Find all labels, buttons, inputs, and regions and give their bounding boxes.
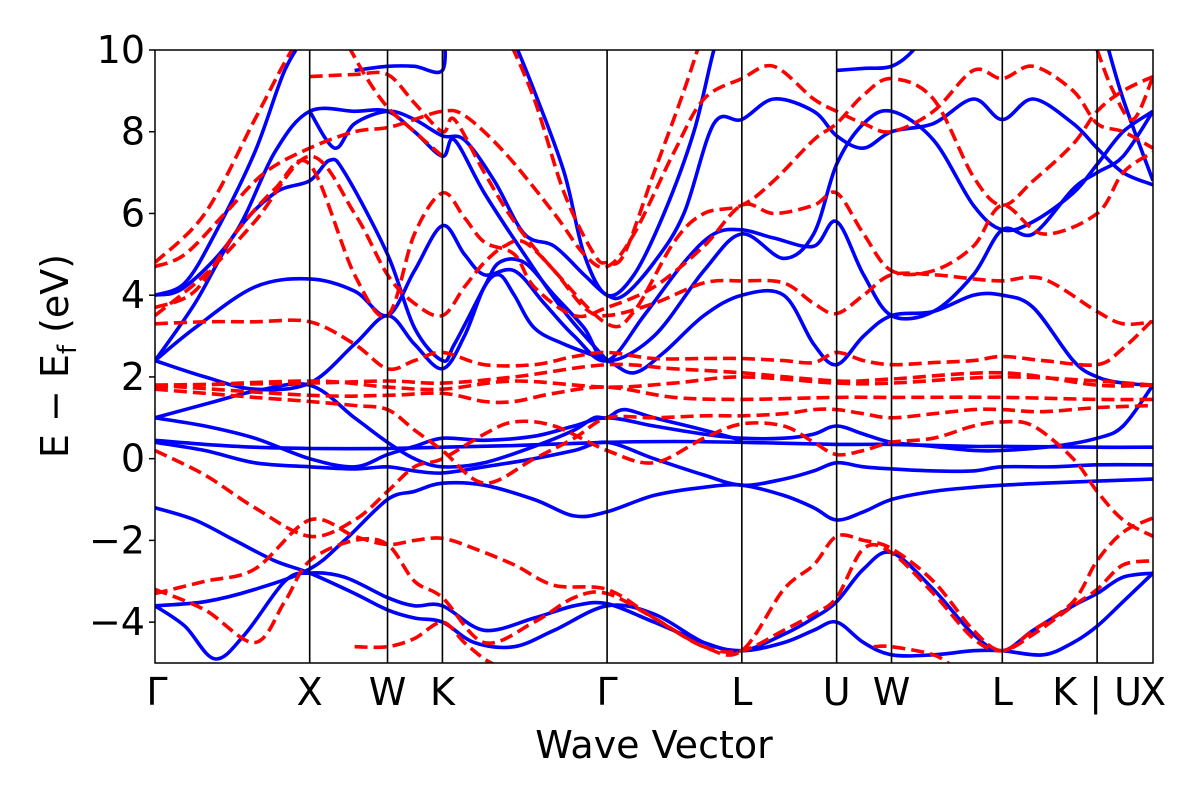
spin-up-band-1: [155, 505, 1153, 658]
spin-down-band-18: [155, 387, 1153, 486]
y-axis-label-unit: (eV): [33, 254, 77, 333]
x-tick-label-0: Γ: [146, 670, 167, 714]
x-tick-label-10: X: [1140, 670, 1166, 714]
spin-down-band-26: [155, 50, 294, 264]
spin-down-band-19: [155, 375, 1153, 392]
y-tick-label-3: 2: [121, 355, 145, 399]
x-tick-label-1: X: [297, 670, 323, 714]
y-axis-label: E − Ef (eV): [33, 254, 83, 458]
spin-up-band-2: [155, 477, 1153, 608]
spin-up-band-3: [155, 440, 1153, 488]
y-tick-label-2: 0: [121, 437, 145, 481]
spin-down-band-29: [155, 516, 1153, 657]
spin-up-band-16: [1106, 50, 1153, 182]
spin-down-band-22: [155, 318, 1153, 372]
spin-down-band-34: [1095, 50, 1153, 122]
y-tick-label-1: −2: [89, 518, 145, 562]
spin-down-band-31: [873, 644, 952, 663]
y-axis-label-main: E − E: [33, 354, 77, 458]
spin-down-band-28: [155, 536, 1153, 654]
y-axis: −4 −2 0 2 4 6 8 10: [89, 28, 155, 644]
x-tick-label-8: L: [992, 670, 1013, 714]
high-symmetry-lines: [308, 50, 1098, 663]
spin-down-band-24: [155, 150, 1153, 319]
spin-down-band-17: [155, 419, 1153, 539]
x-tick-label-2: W: [369, 670, 407, 714]
x-tick-label-6: U: [823, 670, 851, 714]
x-tick-label-3: K: [430, 670, 456, 714]
y-tick-label-7: 10: [97, 28, 145, 72]
spin-down-band-32: [348, 50, 444, 158]
y-axis-label-subscript: f: [53, 344, 83, 354]
y-tick-label-4: 4: [121, 273, 145, 317]
y-tick-label-0: −4: [89, 600, 145, 644]
x-tick-label-4: Γ: [597, 670, 618, 714]
spin-up-band-12: [308, 97, 1153, 301]
spin-up-band-11: [155, 50, 298, 297]
x-tick-label-5: L: [731, 670, 752, 714]
y-tick-label-5: 6: [121, 191, 145, 235]
x-tick-label-9: K | U: [1052, 670, 1142, 715]
spin-up-band-13: [354, 50, 447, 75]
spin-up-band-4: [155, 438, 1153, 451]
x-axis-label: Wave Vector: [535, 723, 773, 767]
plot-frame: [154, 49, 1154, 664]
x-tick-label-7: W: [873, 670, 911, 714]
spin-up-band-14: [515, 50, 716, 298]
spin-down-band-20: [155, 362, 1153, 388]
spin-down-band-23: [155, 154, 1153, 327]
spin-up-band-5: [155, 384, 1153, 469]
y-tick-label-6: 8: [121, 110, 145, 154]
